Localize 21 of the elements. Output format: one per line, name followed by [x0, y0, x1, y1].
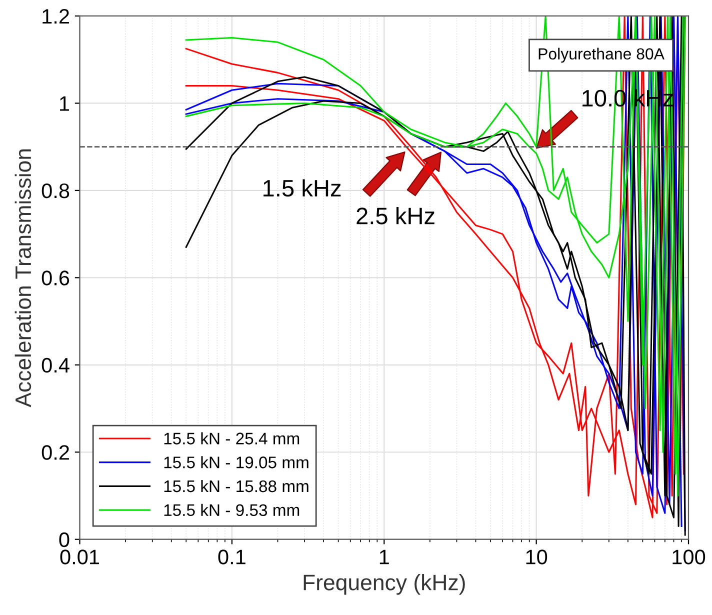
y-axis-title: Acceleration Transmission: [14, 149, 32, 408]
legend-label: 15.5 kN - 19.05 mm: [164, 456, 308, 468]
legend-label: 15.5 kN - 15.88 mm: [164, 480, 308, 492]
x-tick-label: 100: [672, 550, 706, 564]
x-tick-label: 0.01: [60, 550, 100, 564]
y-tick-label: 0.6: [42, 270, 70, 286]
x-tick-label: 10: [526, 550, 548, 564]
y-tick-label: 0.8: [42, 183, 70, 198]
x-axis-title: Frequency (kHz): [304, 574, 465, 595]
legend-label: 15.5 kN - 25.4 mm: [164, 432, 300, 444]
x-tick-label: 1: [380, 550, 389, 564]
y-tick-label: 1: [60, 96, 70, 111]
annotation: Polyurethane 80A: [538, 48, 664, 63]
y-tick-label: 0: [59, 532, 70, 548]
y-tick-label: 1.2: [42, 8, 69, 24]
y-tick-label: 0.2: [42, 445, 69, 460]
x-tick-label: 0.1: [218, 550, 246, 564]
legend-label: 15.5 kN - 9.53 mm: [164, 504, 300, 516]
annotation: 1.5 kHz: [264, 179, 341, 197]
annotation: 2.5 kHz: [356, 207, 434, 224]
y-tick-label: 0.4: [42, 358, 70, 373]
